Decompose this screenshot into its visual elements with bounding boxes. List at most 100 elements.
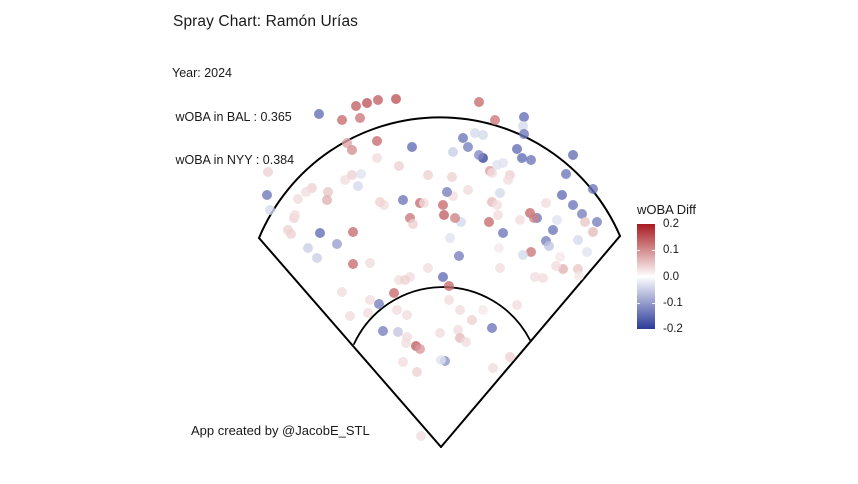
batted-ball-point xyxy=(400,275,410,285)
batted-ball-point xyxy=(498,158,508,168)
batted-ball-point xyxy=(365,258,375,268)
batted-ball-point xyxy=(588,184,598,194)
batted-ball-point xyxy=(488,363,498,373)
batted-ball-point xyxy=(573,235,583,245)
batted-ball-point xyxy=(312,253,322,263)
subtitle-woba-bal: wOBA in BAL : 0.365 xyxy=(172,109,292,124)
batted-ball-point xyxy=(526,247,536,257)
batted-ball-point xyxy=(322,195,332,205)
batted-ball-point xyxy=(353,181,363,191)
batted-ball-point xyxy=(407,142,417,152)
batted-ball-point xyxy=(498,228,508,238)
batted-ball-point xyxy=(519,112,529,122)
legend-tick-label: -0.1 xyxy=(663,296,683,309)
legend-tick-mark xyxy=(637,276,640,278)
batted-ball-point xyxy=(503,175,513,185)
batted-ball-point xyxy=(495,263,505,273)
batted-ball-point xyxy=(392,305,402,315)
batted-ball-point xyxy=(487,323,497,333)
batted-ball-point xyxy=(561,169,571,179)
batted-ball-point xyxy=(394,161,404,171)
batted-ball-point xyxy=(568,200,578,210)
subtitle-woba-nyy: wOBA in NYY : 0.384 xyxy=(172,153,295,167)
batted-ball-point xyxy=(374,299,384,309)
batted-ball-point xyxy=(389,288,399,298)
batted-ball-point xyxy=(529,213,539,223)
batted-ball-point xyxy=(515,215,525,225)
batted-ball-point xyxy=(495,188,505,198)
batted-ball-point xyxy=(505,352,515,362)
batted-ball-point xyxy=(552,215,562,225)
batted-ball-point xyxy=(450,213,460,223)
batted-ball-point xyxy=(408,219,418,229)
batted-ball-point xyxy=(458,133,468,143)
batted-ball-point xyxy=(512,144,522,154)
batted-ball-point xyxy=(448,147,458,157)
batted-ball-point xyxy=(342,138,352,148)
batted-ball-point xyxy=(398,357,408,367)
batted-ball-point xyxy=(347,170,357,180)
batted-ball-point xyxy=(401,338,411,348)
batted-ball-point xyxy=(588,227,598,237)
batted-ball-point xyxy=(303,243,313,253)
legend-woba-diff: wOBA Diff 0.2 0.1 0.0 -0.1 -0.2 xyxy=(637,202,727,335)
batted-ball-point xyxy=(365,295,375,305)
batted-ball-point xyxy=(463,185,473,195)
foul-line-left xyxy=(258,237,442,448)
batted-ball-point xyxy=(348,259,358,269)
legend-colorbar-wrap: 0.2 0.1 0.0 -0.1 -0.2 xyxy=(637,218,683,335)
batted-ball-point xyxy=(574,271,584,281)
batted-ball-point xyxy=(490,115,500,125)
legend-tick-mark xyxy=(637,302,640,304)
batted-ball-point xyxy=(551,261,561,271)
batted-ball-point xyxy=(444,281,454,291)
batted-ball-point xyxy=(461,337,471,347)
batted-ball-point xyxy=(419,198,429,208)
batted-ball-point xyxy=(363,308,373,318)
legend-tick-label: 0.1 xyxy=(663,244,679,257)
batted-ball-point xyxy=(265,205,275,215)
batted-ball-point xyxy=(470,128,480,138)
batted-ball-point xyxy=(355,113,365,123)
caption-credit: App created by @JacobE_STL xyxy=(191,423,370,438)
batted-ball-point xyxy=(530,272,540,282)
chart-subtitle: Year: 2024 wOBA in BAL : 0.365 wOBA in N… xyxy=(172,37,294,197)
legend-tick-label: -0.2 xyxy=(663,323,683,335)
legend-tick-label: 0.2 xyxy=(663,218,679,230)
batted-ball-point xyxy=(375,197,385,207)
batted-ball-point xyxy=(582,247,592,257)
legend-tick-mark xyxy=(652,302,655,304)
batted-ball-point xyxy=(493,210,503,220)
batted-ball-point xyxy=(340,175,350,185)
infield-arc xyxy=(353,286,531,345)
foul-line-right xyxy=(440,235,621,448)
batted-ball-point xyxy=(526,155,536,165)
batted-ball-point xyxy=(332,239,342,249)
batted-ball-point xyxy=(436,355,446,365)
batted-ball-point xyxy=(351,101,361,111)
batted-ball-point xyxy=(323,187,333,197)
batted-ball-point xyxy=(492,200,502,210)
batted-ball-point xyxy=(372,136,382,146)
batted-ball-point xyxy=(555,252,565,262)
batted-ball-point xyxy=(356,169,366,179)
legend-tick-label: 0.0 xyxy=(663,270,679,283)
batted-ball-point xyxy=(290,210,300,220)
batted-ball-point xyxy=(454,251,464,261)
batted-ball-point xyxy=(286,229,296,239)
batted-ball-point xyxy=(474,150,484,160)
batted-ball-point xyxy=(439,210,449,220)
batted-ball-point xyxy=(391,94,401,104)
legend-tick-mark xyxy=(652,276,655,278)
batted-ball-point xyxy=(568,150,578,160)
batted-ball-point xyxy=(548,225,558,235)
batted-ball-point xyxy=(362,98,372,108)
batted-ball-point xyxy=(337,115,347,125)
batted-ball-point xyxy=(398,195,408,205)
batted-ball-point xyxy=(372,153,382,163)
batted-ball-point xyxy=(519,129,529,139)
batted-ball-point xyxy=(423,170,433,180)
batted-ball-point xyxy=(494,243,504,253)
legend-colorbar xyxy=(637,224,655,329)
subtitle-year: Year: 2024 xyxy=(172,66,233,80)
